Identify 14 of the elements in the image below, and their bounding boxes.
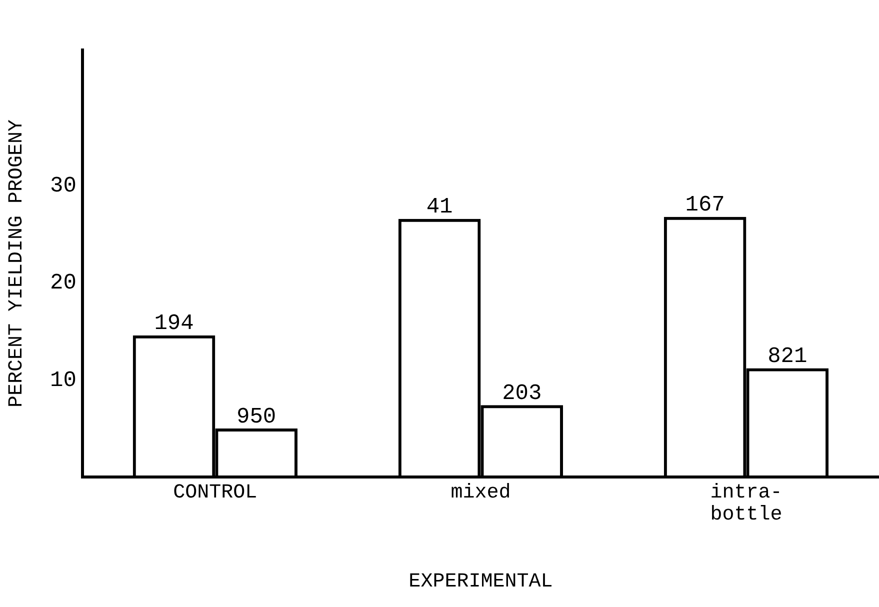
annotation: 950 (236, 404, 276, 430)
annotation: 203 (502, 381, 542, 406)
y-tick-label: 20 (50, 270, 76, 296)
annotation: 194 (154, 311, 194, 336)
y-tick-label: 30 (50, 174, 76, 199)
annotation: 821 (768, 344, 808, 370)
y-axis-title: PERCENT YIELDING PROGENY (5, 119, 28, 408)
annotation: 41 (426, 194, 453, 220)
x-tick-label: intra- bottle (710, 481, 782, 526)
y-tick-label: 10 (50, 368, 76, 393)
x-tick-label: CONTROL (173, 481, 258, 504)
annotation: 167 (685, 192, 725, 218)
x-tick-label: mixed (450, 481, 511, 504)
x-axis-title: EXPERIMENTAL (408, 570, 553, 594)
